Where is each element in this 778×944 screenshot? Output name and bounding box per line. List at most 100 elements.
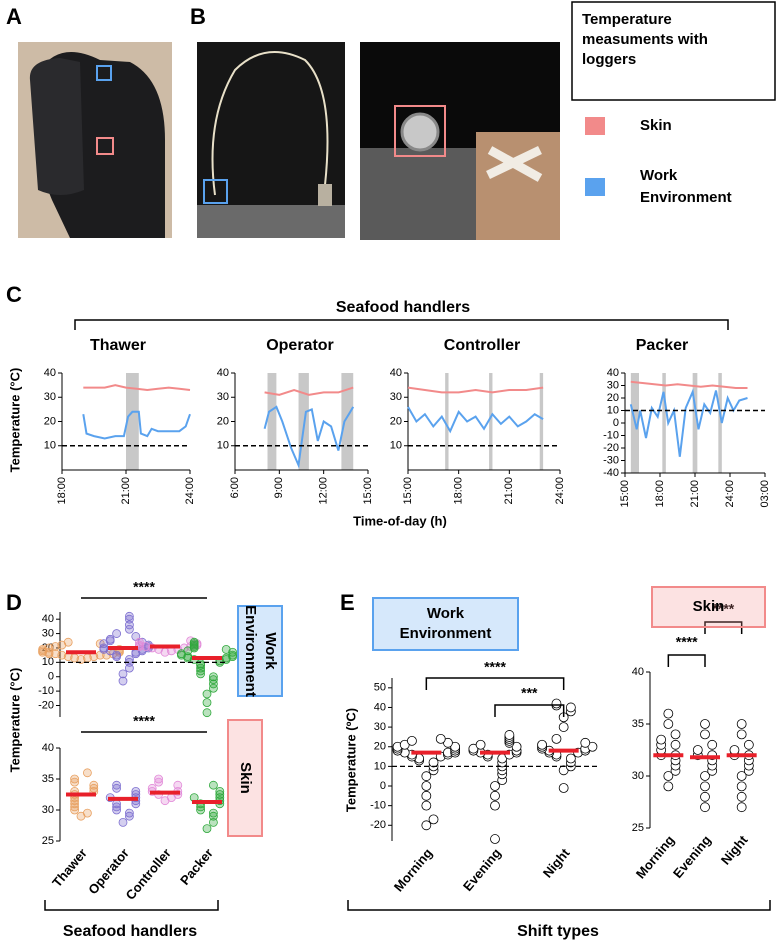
data-point xyxy=(208,818,218,827)
data-point xyxy=(208,808,218,818)
data-point xyxy=(700,791,710,802)
data-point xyxy=(435,733,446,744)
legend-swatch xyxy=(585,178,605,196)
panel-label: E xyxy=(340,590,355,615)
y-tick-label: 40 xyxy=(42,613,54,625)
data-point xyxy=(736,802,747,813)
data-point xyxy=(692,745,703,755)
data-point xyxy=(428,814,439,825)
data-point xyxy=(736,771,747,781)
data-point xyxy=(118,818,128,827)
photo-arm xyxy=(476,132,560,240)
y-tick-label: 10 xyxy=(44,440,56,452)
data-point xyxy=(105,634,115,644)
legend-box xyxy=(571,1,776,101)
y-tick-label: 40 xyxy=(374,701,386,713)
x-tick-label: 18:00 xyxy=(654,480,666,508)
data-point xyxy=(580,737,591,748)
data-point xyxy=(124,811,134,821)
legend-title: measuments with xyxy=(582,31,708,48)
series-line xyxy=(629,388,748,457)
x-tick-label: Night xyxy=(540,845,573,881)
category-box-label: Work xyxy=(427,605,465,622)
y-tick-label: 0 xyxy=(380,780,386,792)
data-point xyxy=(551,733,562,744)
data-point xyxy=(707,739,718,750)
data-point xyxy=(124,655,134,664)
y-tick-label: 25 xyxy=(632,822,644,834)
data-point xyxy=(490,834,500,844)
x-tick-label: 21:00 xyxy=(689,480,701,508)
x-tick-label: Morning xyxy=(633,832,677,881)
data-point xyxy=(70,802,79,812)
category-box xyxy=(372,597,519,651)
data-point xyxy=(670,739,681,750)
y-tick-label: 30 xyxy=(42,627,54,639)
panel-label: B xyxy=(190,4,206,29)
x-tick-label: 12:00 xyxy=(318,477,330,505)
data-point xyxy=(70,805,79,815)
y-tick-label: 30 xyxy=(217,391,229,403)
data-point xyxy=(44,643,54,653)
photo-cable xyxy=(211,51,329,196)
data-point xyxy=(663,771,674,781)
x-tick-label: 24:00 xyxy=(724,480,736,508)
logger-marker xyxy=(394,105,446,157)
data-point xyxy=(421,781,432,791)
shaded-period xyxy=(539,373,544,470)
data-point xyxy=(183,646,193,656)
data-point xyxy=(421,800,432,811)
legend-label: Skin xyxy=(640,117,672,134)
data-point xyxy=(736,719,747,729)
data-point xyxy=(663,781,674,792)
category-box-label: Environment xyxy=(242,605,259,697)
data-point xyxy=(736,781,747,792)
y-tick-label: -10 xyxy=(38,685,54,697)
shaded-period xyxy=(718,373,722,473)
x-tick-label: Packer xyxy=(177,845,216,887)
data-point xyxy=(124,614,134,624)
data-point xyxy=(189,637,199,647)
data-point xyxy=(215,790,225,799)
data-point xyxy=(221,653,231,663)
y-tick-label: 10 xyxy=(217,440,229,452)
panel-label: D xyxy=(6,590,22,615)
category-box-label: Skin xyxy=(693,598,725,615)
series-line xyxy=(263,405,355,469)
data-point xyxy=(215,787,225,796)
data-point xyxy=(407,735,417,746)
y-tick-label: 20 xyxy=(390,415,402,427)
y-tick-label: 0 xyxy=(48,671,54,683)
significance-label: **** xyxy=(676,634,698,650)
data-point xyxy=(202,824,212,833)
data-point xyxy=(89,780,99,790)
y-tick-label: 30 xyxy=(374,721,386,733)
y-tick-label: -20 xyxy=(38,699,54,711)
category-box xyxy=(237,605,283,697)
data-point xyxy=(558,783,569,793)
data-point xyxy=(221,644,231,654)
legend-label: Environment xyxy=(640,189,732,206)
category-box xyxy=(227,719,263,837)
photo-surface xyxy=(197,205,345,238)
data-point xyxy=(70,796,79,806)
y-tick-label: 20 xyxy=(217,415,229,427)
data-point xyxy=(89,783,99,793)
data-point xyxy=(176,649,186,659)
x-tick-label: Evening xyxy=(670,832,714,880)
group-bracket xyxy=(347,900,771,911)
legend-title: Temperature xyxy=(582,11,672,28)
data-point xyxy=(729,745,740,755)
photo-b1 xyxy=(197,42,345,238)
category-box-label: Environment xyxy=(400,625,492,642)
data-point xyxy=(663,719,674,729)
data-point xyxy=(57,650,67,660)
data-point xyxy=(736,791,747,802)
data-point xyxy=(490,800,500,811)
data-point xyxy=(112,805,121,815)
y-tick-label: 20 xyxy=(374,741,386,753)
group-bracket xyxy=(74,319,729,330)
x-tick-label: 18:00 xyxy=(453,477,465,505)
data-point xyxy=(51,649,60,659)
data-point xyxy=(112,629,121,638)
